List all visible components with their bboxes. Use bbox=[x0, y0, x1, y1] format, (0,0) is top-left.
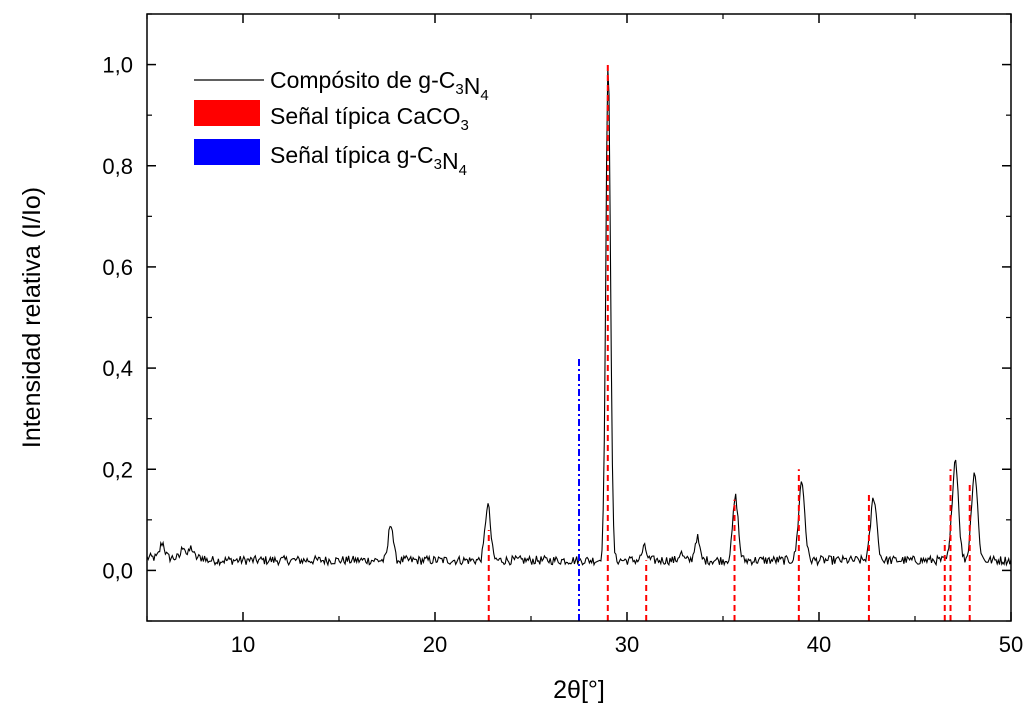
x-tick-label: 10 bbox=[231, 632, 255, 657]
x-tick-label: 50 bbox=[999, 632, 1023, 657]
legend-label: Señal típica CaCO3 bbox=[270, 103, 469, 134]
legend-label: Compósito de g-C3N4 bbox=[270, 67, 489, 104]
y-tick-label: 0,0 bbox=[102, 558, 133, 583]
y-axis-title: Intensidad relativa (I/Io) bbox=[18, 187, 46, 448]
y-tick-label: 0,4 bbox=[102, 356, 133, 381]
y-tick-label: 1,0 bbox=[102, 53, 133, 78]
legend-label: Señal típica g-C3N4 bbox=[270, 142, 467, 179]
y-tick-label: 0,2 bbox=[102, 457, 133, 482]
ticks-layer: 10 20 30 40 50 0,0 0,2 0,4 0,6 0,8 1,0 bbox=[102, 13, 1023, 657]
x-axis-title: 2θ[°] bbox=[553, 676, 605, 704]
x-tick-label: 40 bbox=[807, 632, 831, 657]
legend-swatch-caco3 bbox=[194, 100, 260, 126]
series-layer bbox=[147, 64, 1011, 621]
x-tick-label: 20 bbox=[423, 632, 447, 657]
y-tick-label: 0,8 bbox=[102, 154, 133, 179]
x-tick-label: 30 bbox=[615, 632, 639, 657]
legend-swatch-gc3n4 bbox=[194, 139, 260, 165]
y-tick-label: 0,6 bbox=[102, 255, 133, 280]
